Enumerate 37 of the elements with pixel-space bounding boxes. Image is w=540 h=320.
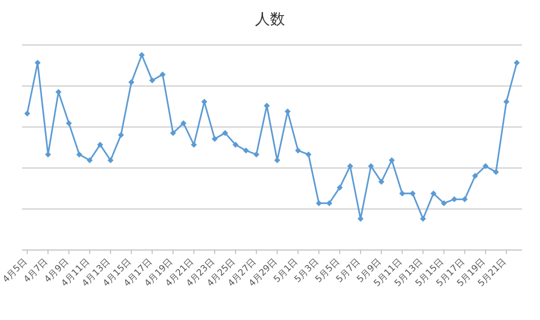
point: [180, 120, 186, 126]
point: [128, 79, 134, 86]
point: [24, 110, 30, 116]
point: [472, 172, 478, 179]
point: [336, 184, 343, 191]
point: [170, 130, 176, 136]
point: [378, 178, 384, 185]
point: [222, 130, 228, 136]
point: [482, 163, 489, 170]
point: [440, 200, 447, 206]
point: [410, 190, 416, 196]
chart-title: 人数: [255, 10, 285, 28]
point: [232, 142, 239, 148]
point: [492, 169, 499, 175]
point: [138, 52, 145, 58]
point: [149, 77, 156, 84]
point: [118, 132, 124, 138]
point: [160, 72, 166, 78]
point: [108, 157, 114, 164]
point: [295, 148, 302, 154]
point: [86, 157, 93, 164]
point: [242, 148, 249, 154]
point: [503, 98, 510, 105]
point: [388, 157, 395, 164]
point: [76, 151, 82, 158]
point: [97, 142, 104, 148]
point: [253, 151, 260, 158]
point: [420, 216, 426, 222]
point: [399, 190, 406, 196]
point: [190, 142, 197, 148]
point: [305, 151, 312, 158]
point: [430, 190, 436, 196]
point: [212, 136, 218, 142]
point: [347, 163, 354, 170]
point: [66, 120, 72, 126]
point: [368, 163, 374, 170]
point: [514, 60, 520, 66]
